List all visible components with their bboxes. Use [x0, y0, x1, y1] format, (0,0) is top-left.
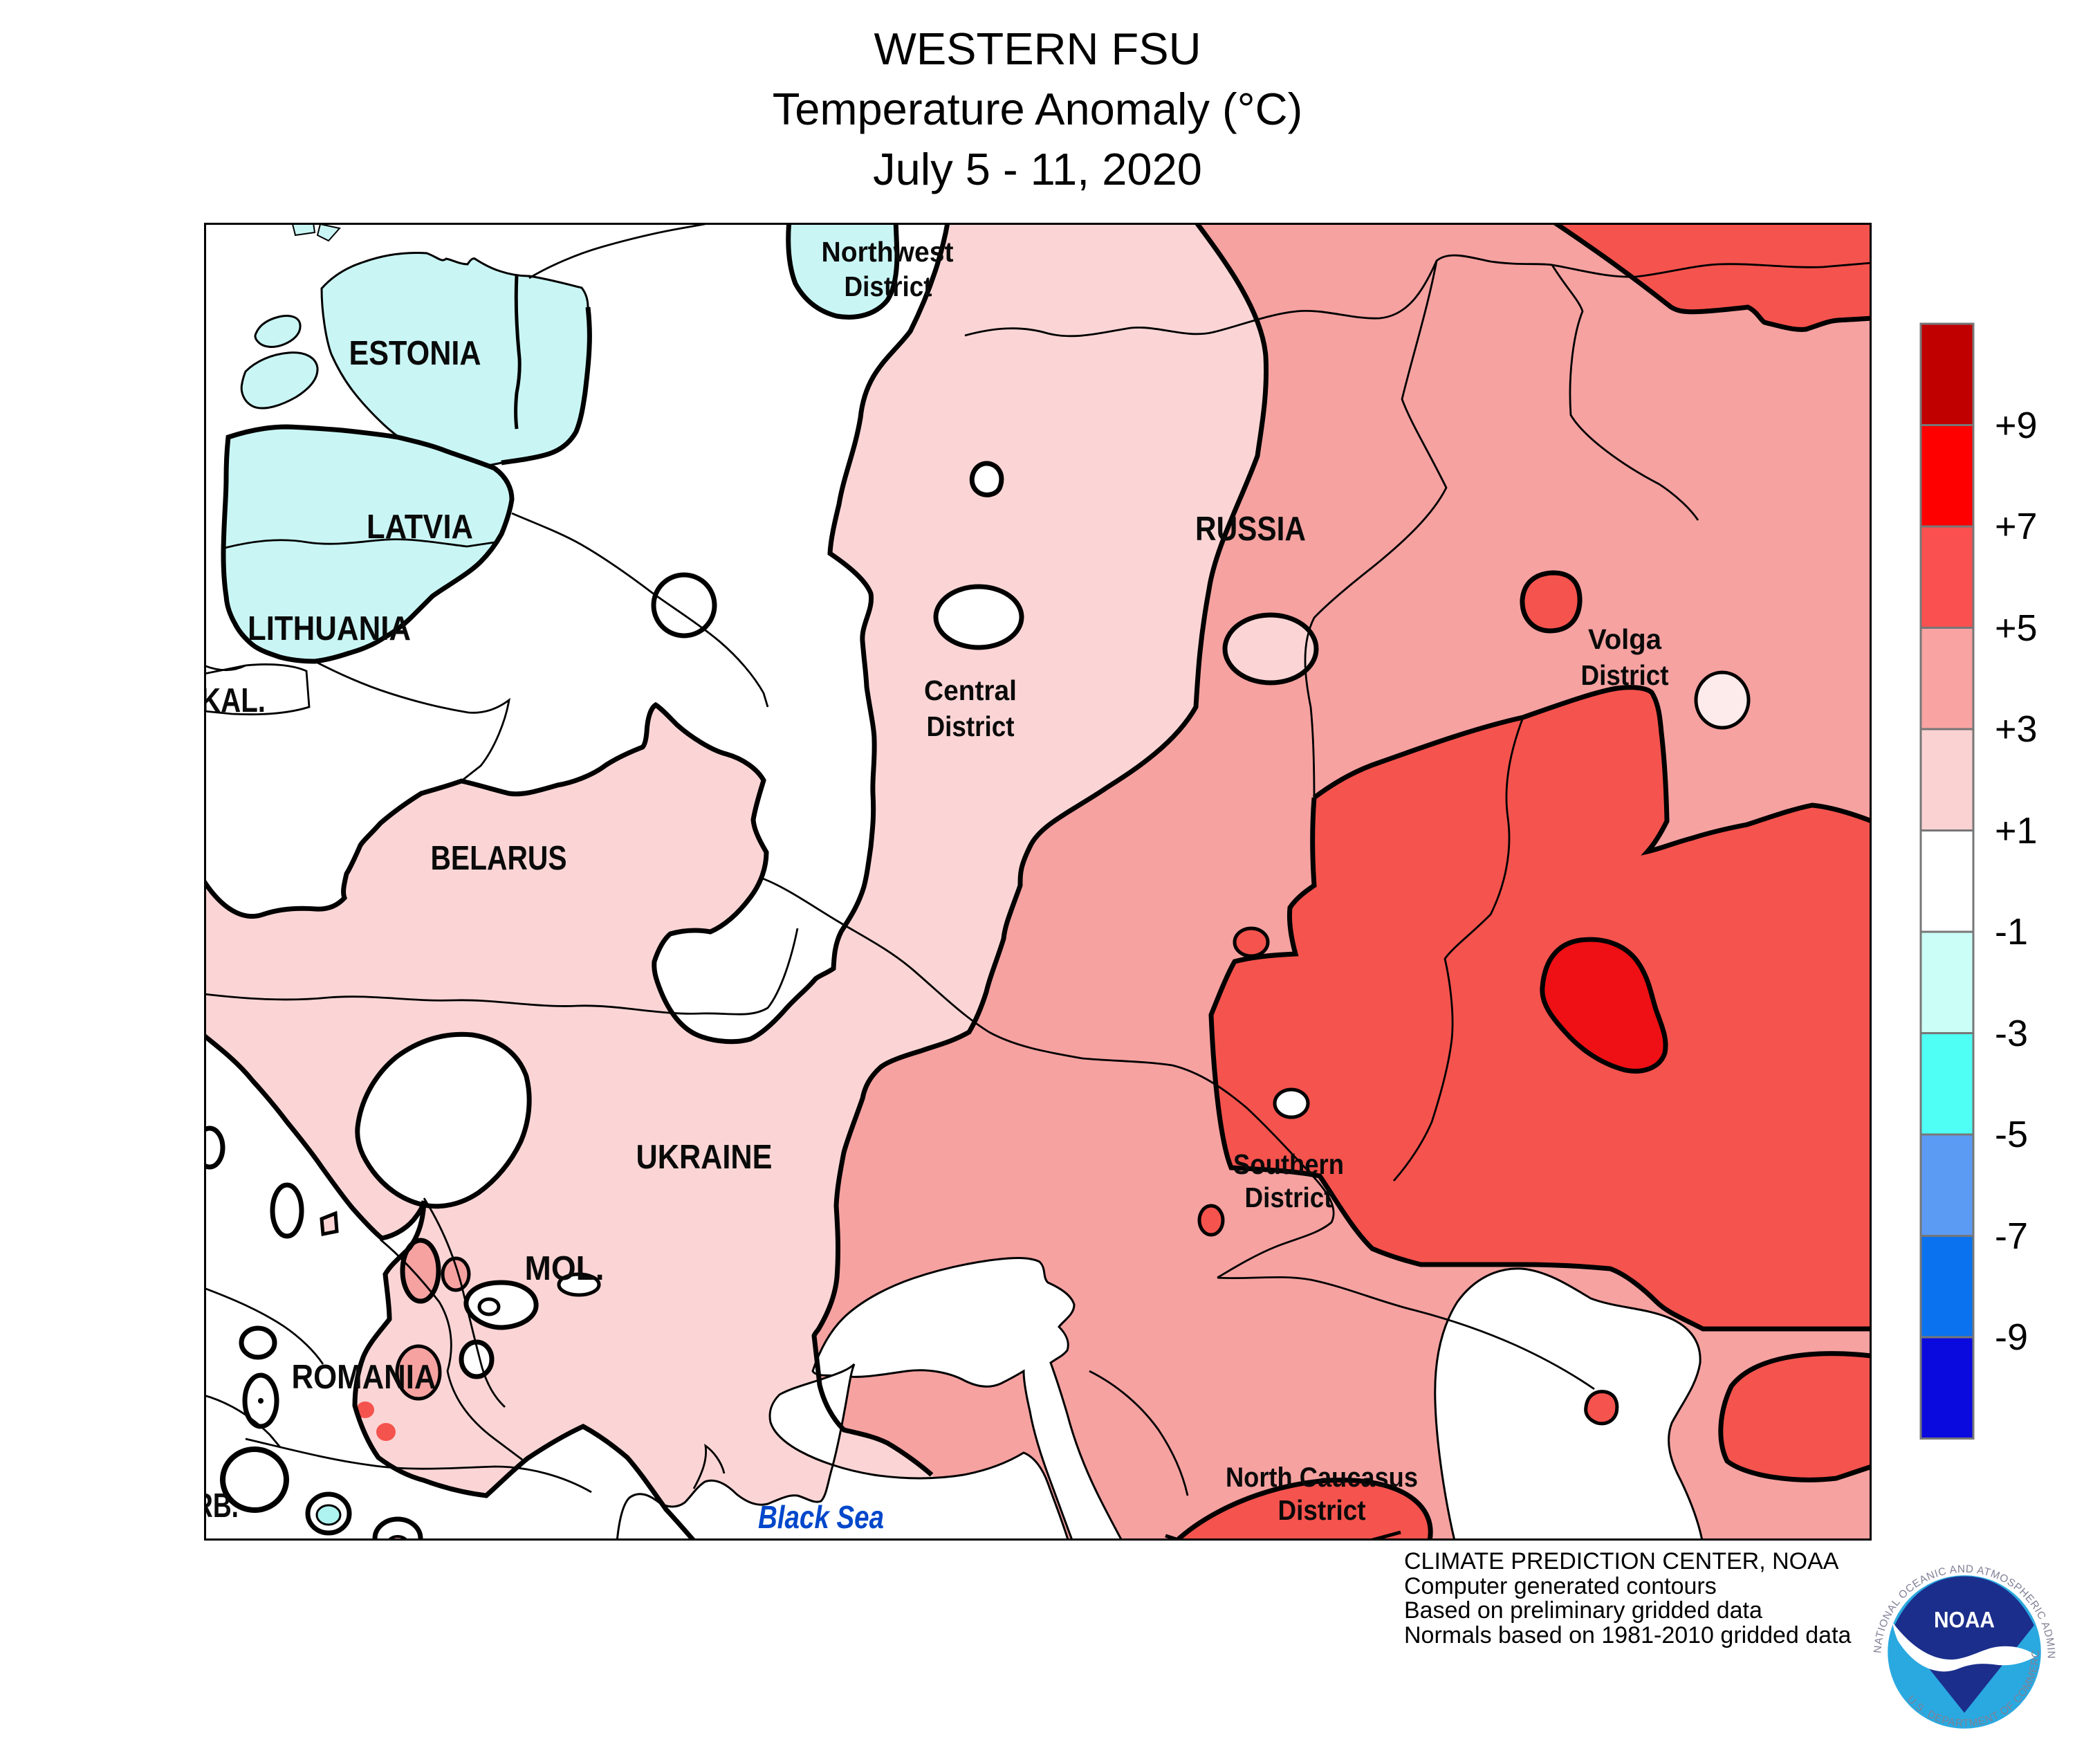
svg-text:District: District	[1278, 1494, 1366, 1526]
svg-text:Southern: Southern	[1233, 1148, 1344, 1180]
svg-text:KAL.: KAL.	[204, 682, 266, 719]
svg-text:UKRAINE: UKRAINE	[636, 1139, 773, 1176]
svg-text:MOL.: MOL.	[525, 1250, 605, 1287]
svg-text:+9: +9	[1995, 405, 2038, 446]
svg-text:District: District	[1245, 1182, 1333, 1213]
svg-text:+3: +3	[1995, 708, 2038, 750]
svg-text:District: District	[845, 270, 932, 302]
svg-text:Volga: Volga	[1588, 623, 1662, 655]
svg-text:Northwest: Northwest	[822, 236, 954, 268]
svg-text:-3: -3	[1995, 1013, 2028, 1054]
svg-text:NOAA: NOAA	[1934, 1607, 1995, 1633]
svg-text:District: District	[927, 710, 1015, 742]
svg-text:-5: -5	[1995, 1114, 2028, 1155]
svg-text:RB.: RB.	[204, 1487, 239, 1525]
svg-text:+5: +5	[1995, 607, 2038, 649]
svg-text:North Caucasus: North Caucasus	[1226, 1462, 1418, 1493]
svg-text:BELARUS: BELARUS	[431, 840, 567, 877]
svg-text:-1: -1	[1995, 911, 2028, 953]
svg-text:ROMANIA: ROMANIA	[292, 1359, 436, 1396]
svg-text:Central: Central	[924, 674, 1017, 706]
svg-text:LITHUANIA: LITHUANIA	[248, 610, 411, 647]
svg-text:LATVIA: LATVIA	[367, 508, 473, 546]
svg-text:-9: -9	[1995, 1316, 2028, 1358]
svg-text:District: District	[1581, 659, 1669, 691]
svg-text:+1: +1	[1995, 810, 2038, 852]
svg-text:+7: +7	[1995, 506, 2038, 547]
svg-text:Black Sea: Black Sea	[758, 1499, 884, 1535]
svg-text:-7: -7	[1995, 1215, 2028, 1257]
svg-text:RUSSIA: RUSSIA	[1195, 511, 1306, 548]
svg-text:ESTONIA: ESTONIA	[349, 335, 481, 372]
